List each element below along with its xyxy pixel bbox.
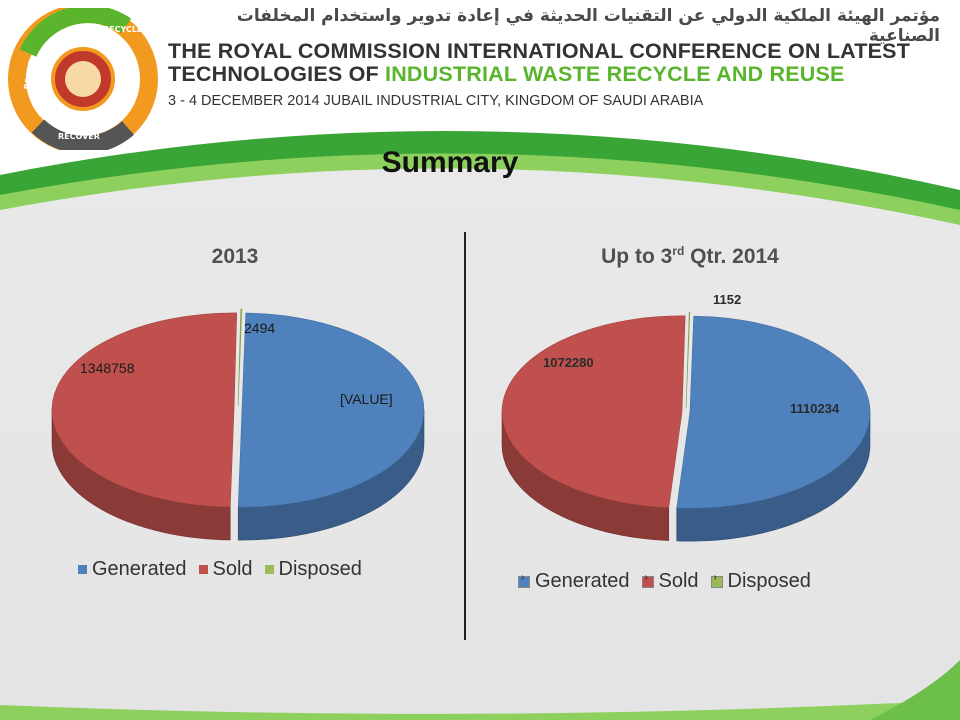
legend-swatch-generated — [518, 572, 530, 588]
pie-slice-disposed — [237, 308, 243, 407]
legend-item-sold: Sold — [198, 558, 253, 581]
chart-title-2014: Up to 3rd Qtr. 2014 — [601, 244, 779, 268]
legend-swatch-sold — [641, 572, 654, 588]
legend-item-sold: Sold — [641, 570, 699, 593]
pie-slice-sold — [501, 315, 686, 508]
legend-2014: Generated Sold Disposed — [518, 570, 811, 593]
conference-date-location: 3 - 4 DECEMBER 2014 JUBAIL INDUSTRIAL CI… — [168, 93, 704, 109]
logo-recover-text: RECOVER — [58, 132, 100, 141]
data-label-2013-sold: 1348758 — [80, 360, 135, 376]
arabic-conference-title: مؤتمر الهيئة الملكية الدولي عن التقنيات … — [236, 6, 940, 46]
legend-swatch-generated — [78, 565, 87, 574]
data-label-2014-sold: 1072280 — [543, 355, 594, 370]
data-label-2013-disposed: 2494 — [244, 320, 276, 336]
pie-slice-disposed — [685, 311, 691, 409]
conference-title-line2-prefix: TECHNOLOGIES OF — [168, 62, 379, 86]
legend-swatch-disposed — [710, 572, 723, 588]
conference-title-line1: THE ROYAL COMMISSION INTERNATIONAL CONFE… — [168, 39, 911, 63]
legend-item-disposed: Disposed — [264, 558, 362, 581]
pie-slice-generated — [237, 312, 425, 508]
pie-slice-generated — [676, 315, 871, 509]
legend-item-generated: Generated — [78, 558, 187, 581]
data-label-2014-disposed: 1152 — [713, 292, 742, 307]
legend-2013: Generated Sold Disposed — [78, 558, 362, 581]
conference-title-line2: TECHNOLOGIES OF INDUSTRIAL WASTE RECYCLE… — [168, 62, 845, 87]
logo-recycle-text: RECYCLE — [103, 25, 142, 34]
legend-swatch-disposed — [264, 565, 274, 574]
pie-slice-sold — [51, 312, 238, 508]
pie-0 — [51, 308, 425, 541]
data-label-2014-generated: 1110234 — [790, 401, 840, 416]
conference-title-line2-highlight: INDUSTRIAL WASTE RECYCLE AND REUSE — [385, 62, 845, 86]
slide-title: Summary — [381, 146, 519, 179]
legend-item-generated: Generated — [518, 570, 630, 593]
legend-swatch-sold — [198, 565, 208, 574]
legend-item-disposed: Disposed — [710, 570, 811, 593]
chart-title-2013: 2013 — [211, 245, 259, 268]
chart-divider — [464, 232, 466, 640]
pie-1 — [501, 311, 871, 542]
data-label-2013-generated: [VALUE] — [340, 391, 393, 407]
conference-logo: RECYCLE REUSE RECOVER — [8, 8, 158, 150]
